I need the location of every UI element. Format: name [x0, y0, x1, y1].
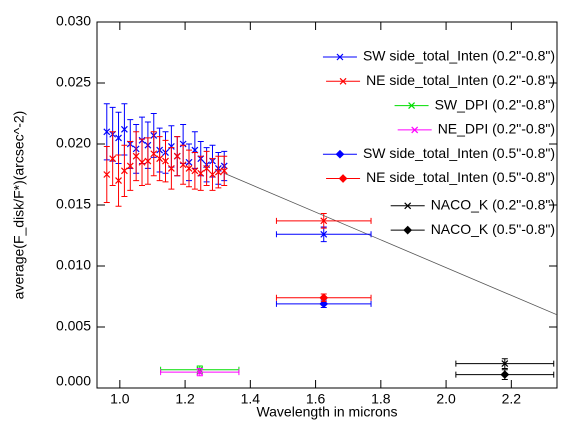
marker	[126, 162, 134, 170]
marker	[144, 157, 152, 165]
marker	[214, 168, 222, 176]
marker	[132, 152, 140, 160]
legend-label: NE side_total_Inten (0.5"-0.8")	[366, 169, 555, 185]
marker	[115, 177, 122, 185]
marker	[220, 167, 228, 175]
marker	[196, 368, 204, 376]
legend: SW side_total_Inten (0.2"-0.8") NE side_t…	[322, 48, 555, 237]
y-tick-label: 0.015	[56, 196, 91, 212]
x-axis-label: Wavelength in microns	[256, 404, 397, 420]
marker	[179, 140, 187, 148]
legend-marker	[336, 53, 344, 61]
marker	[319, 293, 329, 303]
y-tick-label: 0.010	[56, 257, 91, 273]
marker	[179, 161, 187, 169]
marker	[167, 143, 175, 150]
legend-marker	[339, 77, 347, 85]
legend-label: SW_DPI (0.2"-0.8")	[435, 96, 555, 112]
marker	[209, 171, 216, 178]
x-tick-label: 1.6	[306, 391, 326, 407]
marker	[150, 150, 158, 158]
marker	[120, 167, 128, 175]
marker	[156, 155, 164, 163]
legend-marker	[335, 149, 345, 159]
marker	[103, 128, 111, 136]
legend-label: SW side_total_Inten (0.5"-0.8")	[363, 145, 555, 161]
marker	[185, 164, 193, 172]
legend-label: NE_DPI (0.2"-0.8")	[438, 121, 555, 137]
x-tick-label: 1.4	[241, 391, 261, 407]
marker	[320, 230, 328, 238]
y-tick-label: 0.000	[56, 373, 91, 389]
marker	[173, 152, 181, 160]
legend-label: SW side_total_Inten (0.2"-0.8")	[363, 48, 555, 64]
marker	[103, 171, 111, 178]
marker	[501, 360, 509, 368]
legend-label: NE side_total_Inten (0.2"-0.8")	[366, 72, 555, 88]
legend-marker	[338, 174, 348, 183]
marker	[109, 155, 117, 163]
legend-label: NACO_K (0.2"-0.8")	[431, 197, 555, 213]
marker	[191, 167, 199, 175]
marker	[115, 134, 122, 142]
marker	[167, 164, 175, 172]
marker	[138, 158, 146, 166]
legend-marker	[403, 225, 413, 235]
legend-marker	[411, 126, 419, 134]
plot-area	[103, 103, 557, 380]
x-tick-label: 1.0	[110, 391, 130, 407]
fit-line	[224, 172, 557, 316]
marker	[120, 125, 128, 133]
x-tick-label: 2.0	[436, 391, 456, 407]
x-tick-label: 1.2	[175, 391, 195, 407]
y-tick-label: 0.005	[56, 318, 91, 334]
y-tick-label: 0.025	[56, 74, 91, 90]
y-axis-label: average(F_disk/F*)(arcsec^-2)	[11, 111, 27, 300]
x-tick-label: 1.8	[371, 391, 391, 407]
legend-label: NACO_K (0.5"-0.8")	[431, 221, 555, 237]
marker	[203, 164, 211, 172]
marker	[500, 370, 510, 379]
marker	[320, 217, 328, 225]
marker	[162, 157, 169, 165]
legend-marker	[404, 202, 412, 210]
x-tick-label: 2.2	[502, 391, 522, 407]
y-tick-label: 0.030	[56, 13, 91, 29]
marker	[319, 299, 329, 309]
marker	[197, 169, 205, 177]
y-tick-label: 0.020	[56, 135, 91, 151]
legend-marker	[408, 102, 416, 110]
